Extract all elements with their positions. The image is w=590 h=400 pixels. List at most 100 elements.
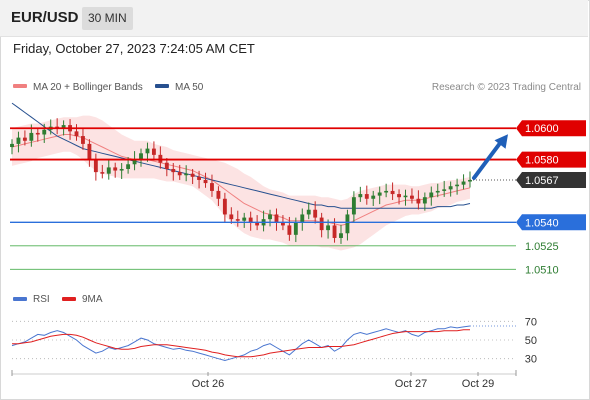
candle — [81, 136, 85, 144]
target-level-label: 1.0525 — [525, 241, 559, 253]
research-credit: Research © 2023 Trading Central — [432, 82, 581, 93]
x-axis: Oct 26 Oct 27 Oct 29 — [11, 370, 517, 390]
candle — [429, 192, 434, 198]
support-level-tag — [516, 214, 586, 231]
candle — [293, 222, 298, 235]
candle — [306, 209, 311, 215]
price-plot — [10, 102, 472, 251]
rsi-plot: 30 50 70 — [11, 316, 537, 366]
candle — [177, 172, 182, 176]
ma20-legend-label: MA 20 + Bollinger Bands — [33, 82, 143, 93]
candle — [468, 179, 472, 182]
candle — [435, 190, 440, 193]
candle — [248, 217, 253, 223]
candle — [371, 195, 376, 199]
bollinger-band — [12, 115, 470, 251]
candle — [255, 222, 260, 226]
rsi-line — [11, 325, 471, 362]
resistance-level-label: 1.0600 — [525, 123, 559, 135]
rsi-ma-line — [12, 329, 470, 358]
candle — [132, 159, 137, 165]
candle — [461, 181, 466, 185]
resistance-level-tag — [516, 120, 586, 137]
candle — [184, 173, 189, 176]
candle — [364, 194, 369, 199]
candle — [332, 225, 337, 238]
rsi-legend: RSI 9MA — [13, 294, 103, 305]
candle — [100, 172, 105, 174]
candle — [410, 195, 414, 199]
candle — [164, 162, 169, 169]
current-level-tag — [516, 171, 586, 188]
target-level-label: 1.0510 — [525, 264, 559, 276]
candle — [93, 159, 98, 173]
candle — [171, 168, 176, 173]
candle — [235, 219, 240, 221]
candle — [190, 173, 195, 177]
candle — [216, 190, 221, 199]
ma20-legend-swatch — [13, 84, 27, 88]
candle — [119, 168, 124, 171]
timestamp: Friday, October 27, 2023 7:24:05 AM CET — [13, 41, 255, 56]
candle — [319, 217, 324, 231]
candle — [210, 183, 214, 191]
candle — [384, 190, 389, 193]
candle — [358, 194, 363, 198]
rsi-tick-label: 70 — [525, 316, 537, 328]
ma50-legend-swatch — [155, 84, 169, 88]
rsi-tick-label: 30 — [525, 354, 537, 366]
candle — [390, 190, 395, 195]
candle — [222, 198, 227, 215]
ma50-legend-label: MA 50 — [175, 82, 204, 93]
candle — [345, 214, 350, 234]
candle — [229, 214, 234, 220]
candle — [42, 129, 47, 135]
candle — [145, 148, 150, 154]
support-level-label: 1.0540 — [525, 217, 559, 229]
x-tick-label: Oct 29 — [462, 378, 494, 390]
candle — [29, 132, 34, 141]
candle — [22, 137, 27, 141]
x-tick-label: Oct 27 — [395, 378, 427, 390]
candle — [151, 148, 156, 155]
candle — [113, 167, 118, 171]
candle — [442, 189, 447, 191]
rsi-ma-legend-label: 9MA — [82, 294, 103, 305]
candle — [16, 137, 21, 144]
candle — [326, 225, 331, 231]
candle — [61, 125, 66, 129]
candle — [397, 194, 401, 198]
candle — [280, 222, 285, 226]
resistance-level-tag — [516, 151, 586, 168]
symbol-title: EUR/USD — [11, 9, 79, 26]
candle — [203, 179, 208, 184]
price-legend: MA 20 + Bollinger Bands MA 50 — [13, 82, 204, 93]
header-bar: EUR/USD 30 MIN — [0, 0, 588, 37]
candle — [87, 143, 92, 160]
candle — [455, 184, 460, 187]
candle — [274, 214, 279, 223]
timeframe-button[interactable]: 30 MIN — [82, 7, 133, 30]
candle — [313, 209, 318, 218]
candle — [339, 233, 343, 238]
x-tick-label: Oct 26 — [192, 378, 224, 390]
candle — [351, 197, 356, 215]
candle — [300, 214, 305, 223]
rsi-legend-swatch — [13, 297, 27, 301]
candle — [74, 131, 79, 137]
ma20-line — [11, 134, 471, 226]
candle — [422, 197, 427, 204]
candle — [139, 153, 143, 160]
candle — [403, 195, 408, 198]
projection-arrow-shaft — [472, 137, 505, 180]
rsi-legend-label: RSI — [33, 294, 50, 305]
current-level-label: 1.0567 — [525, 175, 559, 187]
candle — [287, 225, 292, 235]
candle — [126, 164, 131, 169]
candle — [106, 167, 111, 174]
rsi-ma-legend-swatch — [62, 297, 76, 301]
resistance-level-label: 1.0580 — [525, 155, 559, 167]
candle — [10, 143, 14, 148]
candle — [377, 192, 382, 196]
